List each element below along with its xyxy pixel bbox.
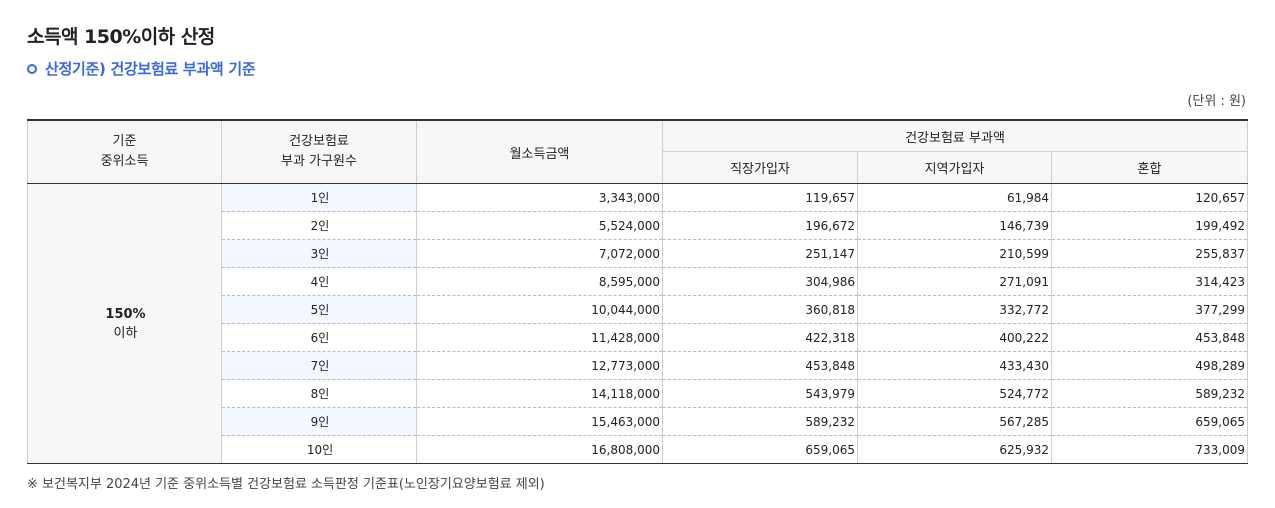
regional-premium-cell: 146,739 bbox=[857, 211, 1052, 240]
table-row: 7인 12,773,000 453,848 433,430 498,289 bbox=[28, 351, 1249, 380]
monthly-income-cell: 3,343,000 bbox=[416, 183, 663, 212]
level-main: 150% bbox=[105, 306, 146, 322]
mixed-premium-cell: 453,848 bbox=[1050, 323, 1249, 352]
workplace-premium-cell: 196,672 bbox=[662, 211, 858, 240]
regional-premium-cell: 400,222 bbox=[857, 323, 1052, 352]
household-count-cell: 1인 bbox=[221, 183, 417, 212]
subtitle-text: 산정기준) 건강보험료 부과액 기준 bbox=[45, 60, 256, 78]
workplace-premium-cell: 453,848 bbox=[662, 351, 858, 380]
page-title: 소득액 150%이하 산정 bbox=[27, 26, 215, 48]
household-count-cell: 4인 bbox=[221, 267, 417, 296]
header-median-income-line2: 중위소득 bbox=[100, 154, 149, 169]
monthly-income-cell: 15,463,000 bbox=[416, 407, 663, 436]
header-median-income-line1: 기준 bbox=[112, 134, 137, 149]
header-median-income: 기준 중위소득 bbox=[27, 119, 222, 184]
regional-premium-cell: 271,091 bbox=[857, 267, 1052, 296]
table-row: 4인 8,595,000 304,986 271,091 314,423 bbox=[28, 267, 1249, 296]
median-income-level: 150% 이하 bbox=[27, 183, 222, 464]
table-row: 5인 10,044,000 360,818 332,772 377,299 bbox=[28, 295, 1249, 324]
mixed-premium-cell: 659,065 bbox=[1050, 407, 1249, 436]
monthly-income-cell: 5,524,000 bbox=[416, 211, 663, 240]
monthly-income-cell: 11,428,000 bbox=[416, 323, 663, 352]
header-household-count: 건강보험료 부과 가구원수 bbox=[221, 119, 417, 184]
workplace-premium-cell: 360,818 bbox=[662, 295, 858, 324]
regional-premium-cell: 567,285 bbox=[857, 407, 1052, 436]
household-count-cell: 7인 bbox=[221, 351, 417, 380]
premium-table: 기준 중위소득 건강보험료 부과 가구원수 월소득금액 건강보험료 부과액 직장… bbox=[27, 119, 1249, 464]
household-count-cell: 10인 bbox=[221, 435, 417, 464]
household-count-cell: 5인 bbox=[221, 295, 417, 324]
monthly-income-cell: 10,044,000 bbox=[416, 295, 663, 324]
workplace-premium-cell: 304,986 bbox=[662, 267, 858, 296]
mixed-premium-cell: 498,289 bbox=[1050, 351, 1249, 380]
household-count-cell: 2인 bbox=[221, 211, 417, 240]
header-household-line2: 부과 가구원수 bbox=[281, 154, 357, 169]
table-row: 8인 14,118,000 543,979 524,772 589,232 bbox=[28, 379, 1249, 408]
regional-premium-cell: 332,772 bbox=[857, 295, 1052, 324]
table-row: 10인 16,808,000 659,065 625,932 733,009 bbox=[28, 435, 1249, 464]
table-row: 3인 7,072,000 251,147 210,599 255,837 bbox=[28, 239, 1249, 268]
workplace-premium-cell: 422,318 bbox=[662, 323, 858, 352]
regional-premium-cell: 61,984 bbox=[857, 183, 1052, 212]
household-count-cell: 8인 bbox=[221, 379, 417, 408]
regional-premium-cell: 433,430 bbox=[857, 351, 1052, 380]
monthly-income-cell: 12,773,000 bbox=[416, 351, 663, 380]
header-workplace: 직장가입자 bbox=[662, 151, 858, 184]
header-premium-group: 건강보험료 부과액 bbox=[661, 119, 1249, 152]
workplace-premium-cell: 543,979 bbox=[662, 379, 858, 408]
monthly-income-cell: 16,808,000 bbox=[416, 435, 663, 464]
workplace-premium-cell: 659,065 bbox=[662, 435, 858, 464]
workplace-premium-cell: 589,232 bbox=[662, 407, 858, 436]
regional-premium-cell: 524,772 bbox=[857, 379, 1052, 408]
workplace-premium-cell: 119,657 bbox=[662, 183, 858, 212]
mixed-premium-cell: 255,837 bbox=[1050, 239, 1249, 268]
table-row: 6인 11,428,000 422,318 400,222 453,848 bbox=[28, 323, 1249, 352]
header-monthly-income: 월소득금액 bbox=[416, 119, 663, 184]
table-row: 150% 이하 1인 3,343,000 119,657 61,984 120,657 bbox=[27, 183, 1249, 464]
mixed-premium-cell: 120,657 bbox=[1050, 183, 1249, 212]
monthly-income-cell: 14,118,000 bbox=[416, 379, 663, 408]
mixed-premium-cell: 733,009 bbox=[1050, 435, 1249, 464]
mixed-premium-cell: 314,423 bbox=[1050, 267, 1249, 296]
section-subtitle: 산정기준) 건강보험료 부과액 기준 bbox=[27, 58, 256, 79]
household-count-cell: 6인 bbox=[221, 323, 417, 352]
mixed-premium-cell: 199,492 bbox=[1050, 211, 1249, 240]
mixed-premium-cell: 377,299 bbox=[1050, 295, 1249, 324]
footnote: ※ 보건복지부 2024년 기준 중위소득별 건강보험료 소득판정 기준표(노인… bbox=[27, 477, 545, 492]
mixed-premium-cell: 589,232 bbox=[1050, 379, 1249, 408]
table-row: 2인 5,524,000 196,672 146,739 199,492 bbox=[28, 211, 1249, 240]
header-mixed: 혼합 bbox=[1050, 151, 1249, 184]
header-regional: 지역가입자 bbox=[857, 151, 1052, 184]
header-household-line1: 건강보험료 bbox=[289, 134, 349, 149]
level-sub: 이하 bbox=[113, 325, 138, 341]
monthly-income-cell: 7,072,000 bbox=[416, 239, 663, 268]
household-count-cell: 9인 bbox=[221, 407, 417, 436]
regional-premium-cell: 210,599 bbox=[857, 239, 1052, 268]
table-row: 9인 15,463,000 589,232 567,285 659,065 bbox=[28, 407, 1249, 436]
table-body: 150% 이하 1인 3,343,000 119,657 61,984 120,657 2인 5… bbox=[27, 183, 1249, 464]
bullet-icon bbox=[27, 63, 37, 74]
unit-label: (단위 : 원) bbox=[1187, 94, 1246, 109]
monthly-income-cell: 8,595,000 bbox=[416, 267, 663, 296]
regional-premium-cell: 625,932 bbox=[857, 435, 1052, 464]
household-count-cell: 3인 bbox=[221, 239, 417, 268]
workplace-premium-cell: 251,147 bbox=[662, 239, 858, 268]
